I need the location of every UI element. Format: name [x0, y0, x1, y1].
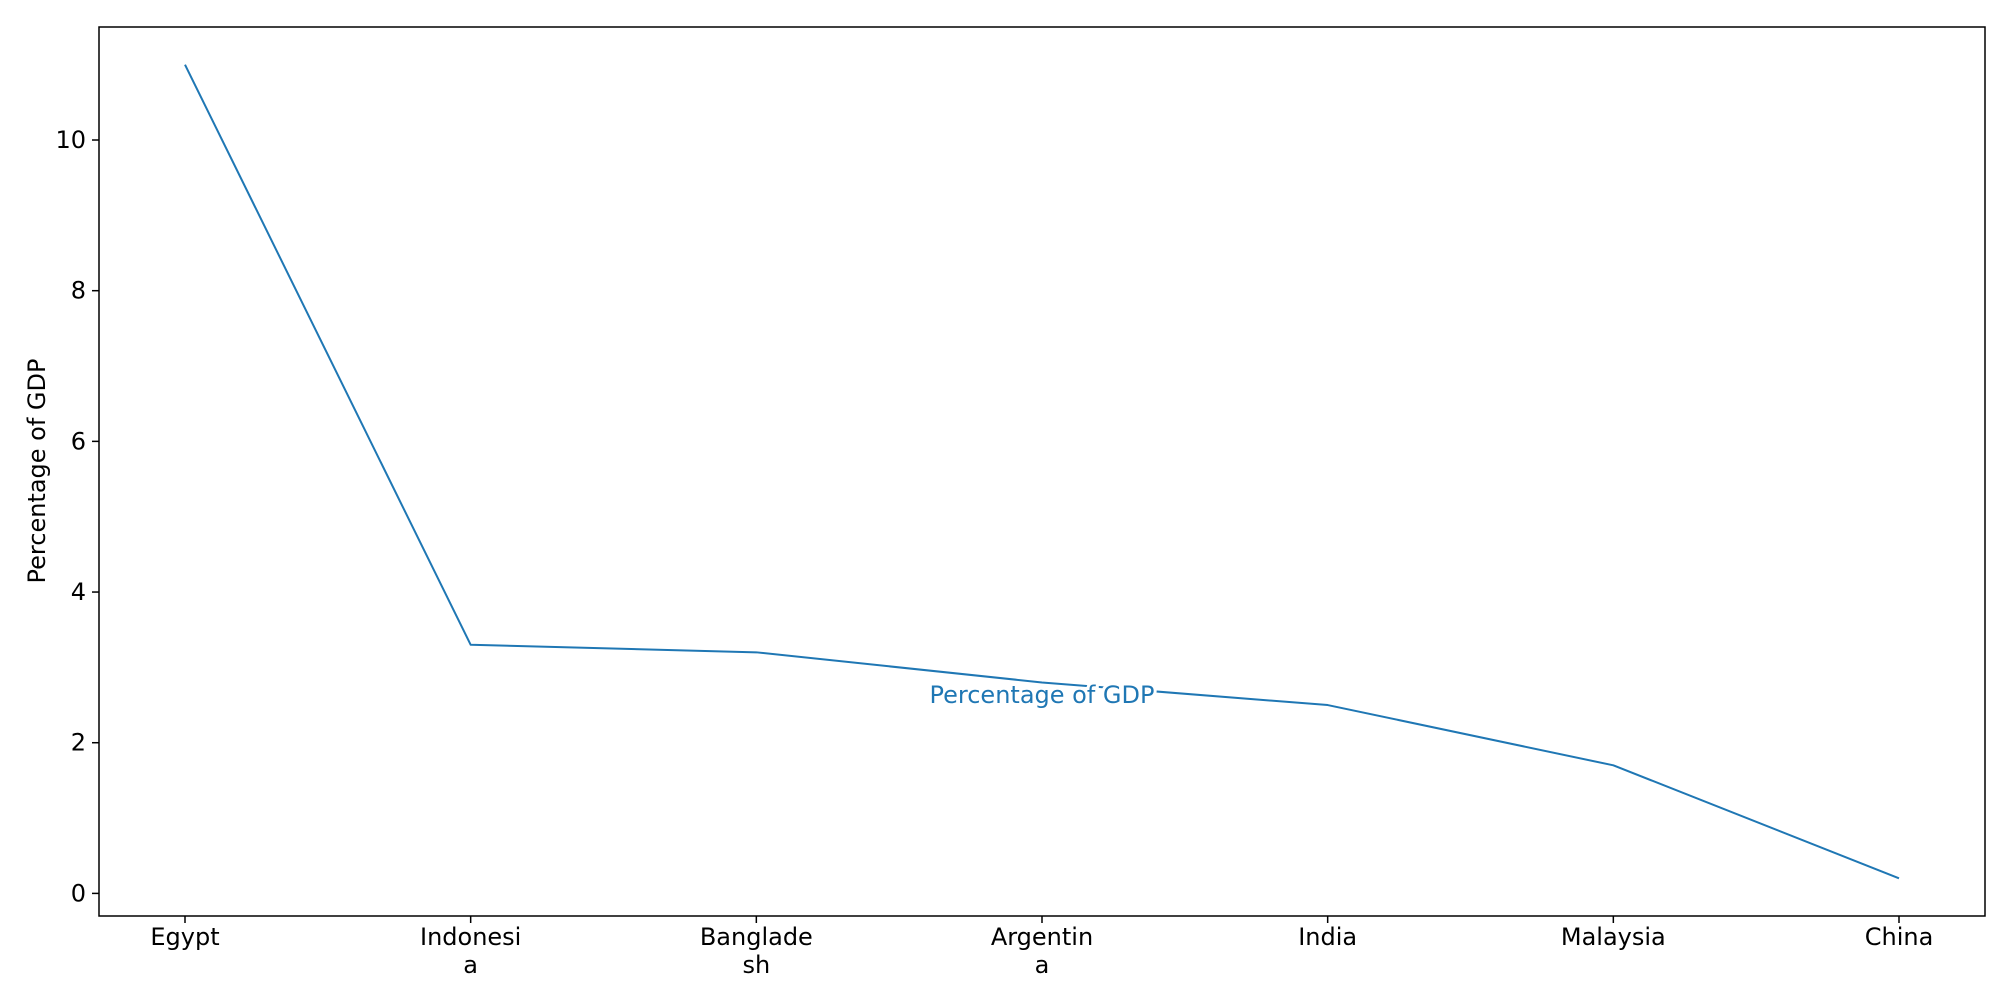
x-tick-label: India [1298, 923, 1357, 951]
x-tick-label: Indonesi a [420, 923, 521, 979]
y-axis-label: Percentage of GDP [23, 359, 51, 584]
y-tick-label: 2 [71, 729, 86, 757]
x-tick-label-line: a [1035, 951, 1050, 979]
x-tick-label: Argentin a [991, 923, 1093, 979]
x-tick-label-line: Argentin [991, 923, 1093, 951]
y-tick-label: 6 [71, 427, 86, 455]
y-tick-label: 4 [71, 578, 86, 606]
x-tick-label: Banglade sh [700, 923, 813, 979]
x-tick-label: Egypt [150, 923, 219, 951]
y-tick-label: 0 [71, 879, 86, 907]
series-line [184, 64, 1900, 880]
x-tick-label-line: Egypt [150, 923, 219, 951]
x-tick-label: China [1865, 923, 1934, 951]
y-tick-label: 8 [71, 277, 86, 305]
x-tick-label-line: Malaysia [1561, 923, 1666, 951]
x-tick-label-line: a [463, 951, 478, 979]
series-layer: Percentage of GDP [184, 64, 1900, 880]
x-tick-label-line: Indonesi [420, 923, 521, 951]
x-tick-label-line: India [1298, 923, 1357, 951]
y-tick-label: 10 [55, 126, 86, 154]
x-tick-label-line: China [1865, 923, 1934, 951]
x-tick-label: Malaysia [1561, 923, 1666, 951]
series-inline-label: Percentage of GDP [930, 681, 1155, 709]
x-tick-label-line: Banglade [700, 923, 813, 951]
plot-area [98, 26, 1986, 917]
x-tick-label-line: sh [742, 951, 770, 979]
y-axis-ticks: 0 2 4 6 8 10 [55, 126, 99, 907]
